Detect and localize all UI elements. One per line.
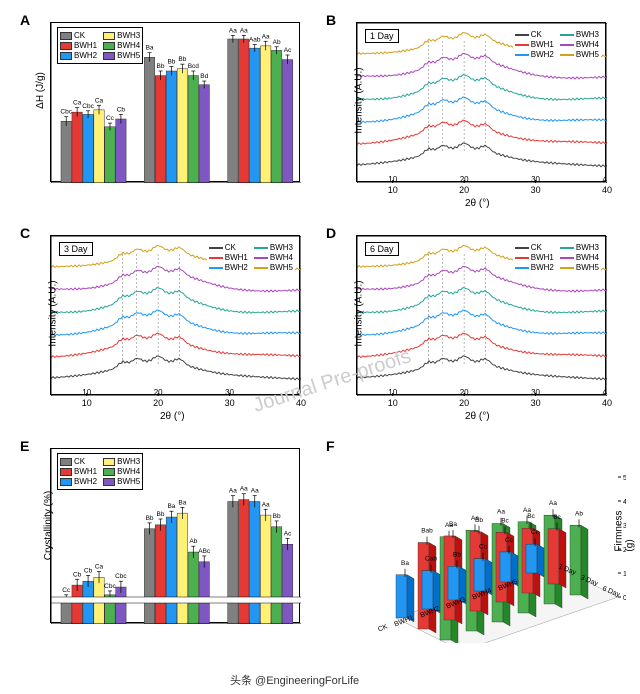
svg-text:Bb: Bb <box>178 56 186 63</box>
svg-text:Aa: Aa <box>240 27 248 34</box>
panel-c-chart: 10203040 3 Day CKBWH1BWH2BWH3BWH4BWH5 10… <box>50 235 300 395</box>
svg-text:Bab: Bab <box>421 528 433 535</box>
svg-text:40: 40 <box>297 388 301 396</box>
svg-text:Cbc: Cbc <box>115 573 127 580</box>
svg-text:Ba: Ba <box>178 499 186 506</box>
panel-f-zlabel: Firmness (g) <box>614 510 636 551</box>
svg-text:30: 30 <box>531 388 540 396</box>
svg-text:10: 10 <box>388 388 397 396</box>
svg-text:Cc: Cc <box>106 115 115 122</box>
svg-text:Bb: Bb <box>146 515 154 522</box>
svg-text:100: 100 <box>623 571 626 578</box>
svg-text:Cc: Cc <box>479 544 488 551</box>
svg-text:Cb: Cb <box>84 567 93 574</box>
svg-text:400: 400 <box>623 499 626 506</box>
panel-c-label: C <box>20 225 30 241</box>
panel-d-ylabel: Intensity (A.U.) <box>354 280 365 346</box>
panel-b-ylabel: Intensity (A.U.) <box>354 67 365 133</box>
panel-c-title: 3 Day <box>59 242 93 256</box>
panel-c-ylabel: Intensity (A.U.) <box>48 280 59 346</box>
panel-f-chart: 0100200300400500AbAaAaAaAaAa6 DayBcBcBcB… <box>346 448 626 643</box>
svg-text:Cb: Cb <box>73 571 82 578</box>
svg-text:Cbc: Cbc <box>60 109 72 116</box>
svg-text:Ba: Ba <box>167 503 175 510</box>
svg-text:Aa: Aa <box>549 500 557 507</box>
svg-text:Aa: Aa <box>497 509 505 516</box>
svg-text:Ba: Ba <box>401 560 409 567</box>
panel-d-label: D <box>326 225 336 241</box>
panel-e-label: E <box>20 438 29 454</box>
svg-text:Bb: Bb <box>475 517 483 524</box>
panel-e-ylabel: Crystallinity (%) <box>43 491 54 560</box>
svg-text:Bb: Bb <box>273 513 281 520</box>
svg-text:0: 0 <box>623 595 626 602</box>
svg-text:Aab: Aab <box>249 36 261 43</box>
svg-text:Cc: Cc <box>62 587 71 594</box>
svg-text:Cb: Cb <box>117 106 126 113</box>
svg-text:Cbc: Cbc <box>82 103 94 110</box>
panel-d-chart: 10203040 6 Day CKBWH1BWH2BWH3BWH4BWH5 10… <box>356 235 606 395</box>
panel-f-svg: 0100200300400500AbAaAaAaAaAa6 DayBcBcBcB… <box>346 448 626 643</box>
svg-text:Cab: Cab <box>425 556 437 563</box>
panel-b-legend: CKBWH1BWH2BWH3BWH4BWH5 <box>513 27 601 62</box>
svg-text:Cc: Cc <box>531 529 540 536</box>
svg-text:Aa: Aa <box>262 501 270 508</box>
panel-b-chart: 10203040 1 Day CKBWH1BWH2BWH3BWH4BWH5 10… <box>356 22 606 182</box>
svg-text:10: 10 <box>388 175 397 183</box>
svg-text:Bb: Bb <box>167 58 175 65</box>
svg-text:Bc: Bc <box>501 517 509 524</box>
panel-d-legend: CKBWH1BWH2BWH3BWH4BWH5 <box>513 240 601 275</box>
svg-text:500: 500 <box>623 475 626 482</box>
panel-b-label: B <box>326 12 336 28</box>
svg-text:Ca: Ca <box>95 564 104 571</box>
panel-a-chart: 0123CbcCaCbcCaCcCb1 DayBaBbBbBbBcdBd3 Da… <box>50 22 300 182</box>
svg-text:Aa: Aa <box>229 27 237 34</box>
svg-text:Ab: Ab <box>273 39 281 46</box>
svg-text:Ac: Ac <box>284 530 292 537</box>
svg-text:Bb: Bb <box>157 63 165 70</box>
svg-text:Bb: Bb <box>157 511 165 518</box>
panel-b-xlabel: 2θ (°) <box>465 198 490 209</box>
svg-text:CK: CK <box>377 623 389 633</box>
svg-text:Ba: Ba <box>449 521 457 528</box>
svg-text:Aa: Aa <box>229 488 237 495</box>
svg-text:Aa: Aa <box>240 486 248 493</box>
panel-a-legend: CKBWH1BWH2BWH3BWH4BWH5 <box>57 27 143 64</box>
svg-text:Bcd: Bcd <box>188 63 200 70</box>
svg-text:ABc: ABc <box>198 548 211 555</box>
panel-a-ylabel: ΔH (J/g) <box>35 72 46 109</box>
svg-text:Aa: Aa <box>262 33 270 40</box>
panel-e-chart: 2022242628CcCbCbCaCbcCbc1 DayBbBbBaBaAbA… <box>50 448 300 623</box>
svg-text:Ac: Ac <box>284 47 292 54</box>
panel-a-label: A <box>20 12 30 28</box>
svg-text:Cc: Cc <box>505 537 514 544</box>
svg-text:Aa: Aa <box>251 488 259 495</box>
panel-c-legend: CKBWH1BWH2BWH3BWH4BWH5 <box>207 240 295 275</box>
panel-e-legend: CKBWH1BWH2BWH3BWH4BWH5 <box>57 453 143 490</box>
svg-text:Cbc: Cbc <box>104 583 116 590</box>
svg-text:20: 20 <box>460 175 469 183</box>
panel-d-xlabel: 2θ (°) <box>465 411 490 422</box>
panel-f-label: F <box>326 438 335 454</box>
svg-text:40: 40 <box>603 388 607 396</box>
attribution: 头条 @EngineeringForLife <box>230 672 359 688</box>
svg-text:Bd: Bd <box>200 73 208 80</box>
svg-text:Bb: Bb <box>453 551 461 558</box>
svg-text:Bc: Bc <box>527 513 535 520</box>
svg-text:20: 20 <box>154 388 163 396</box>
svg-text:Ca: Ca <box>95 97 104 104</box>
svg-text:Ab: Ab <box>189 538 197 545</box>
svg-text:Ba: Ba <box>146 45 154 52</box>
svg-text:Ab: Ab <box>575 510 583 517</box>
svg-text:30: 30 <box>531 175 540 183</box>
svg-text:40: 40 <box>603 175 607 183</box>
svg-text:Bc: Bc <box>553 514 561 521</box>
svg-text:20: 20 <box>460 388 469 396</box>
panel-d-title: 6 Day <box>365 242 399 256</box>
panel-c-xlabel: 2θ (°) <box>160 411 185 422</box>
svg-text:Ca: Ca <box>73 100 82 107</box>
svg-text:30: 30 <box>225 388 234 396</box>
svg-text:10: 10 <box>82 388 91 396</box>
panel-b-title: 1 Day <box>365 29 399 43</box>
